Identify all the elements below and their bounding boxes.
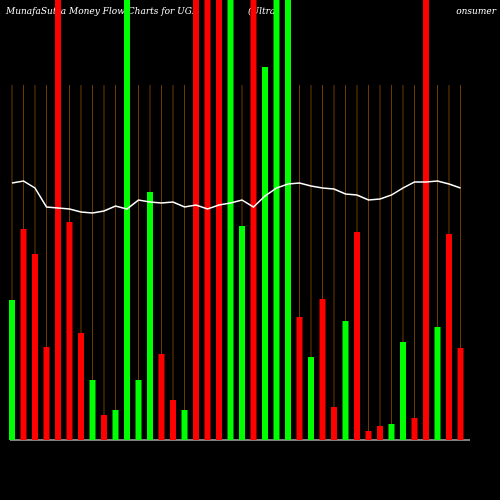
bar (411, 418, 418, 440)
bar (204, 0, 211, 440)
bar (20, 229, 27, 440)
bar (158, 354, 165, 440)
bar (285, 0, 291, 440)
bar (423, 0, 429, 440)
bar (227, 0, 234, 440)
bar (400, 342, 406, 440)
bar (354, 232, 360, 440)
bar (147, 192, 153, 440)
bar (9, 300, 15, 440)
bar (135, 380, 142, 440)
money-flow-line (11, 180, 461, 214)
bar (239, 226, 245, 440)
bar (262, 67, 268, 440)
bar (446, 234, 452, 440)
bar (273, 0, 280, 440)
bar (78, 333, 84, 440)
bar (377, 426, 383, 440)
bar (43, 347, 50, 440)
bar (101, 415, 107, 440)
bar (250, 0, 257, 440)
bar (457, 348, 464, 440)
bar (170, 400, 176, 440)
bar (331, 407, 337, 440)
bar (124, 0, 130, 440)
bar (112, 410, 119, 440)
right-title: onsumer (456, 7, 496, 17)
bar (365, 431, 372, 440)
bar (193, 0, 199, 440)
bar (342, 321, 349, 440)
bar (319, 299, 326, 440)
bar (296, 317, 303, 440)
bar (66, 222, 73, 440)
bar (55, 0, 61, 440)
bar (32, 254, 38, 440)
bar (89, 380, 96, 440)
bar (308, 357, 314, 440)
bar (434, 327, 441, 440)
bar (388, 424, 395, 440)
bar (216, 0, 222, 440)
bar (181, 410, 188, 440)
chart-subtitle: (Ultra (248, 6, 275, 17)
chart-title: MunafaSutra Money Flow Charts for UGE (5, 7, 199, 17)
